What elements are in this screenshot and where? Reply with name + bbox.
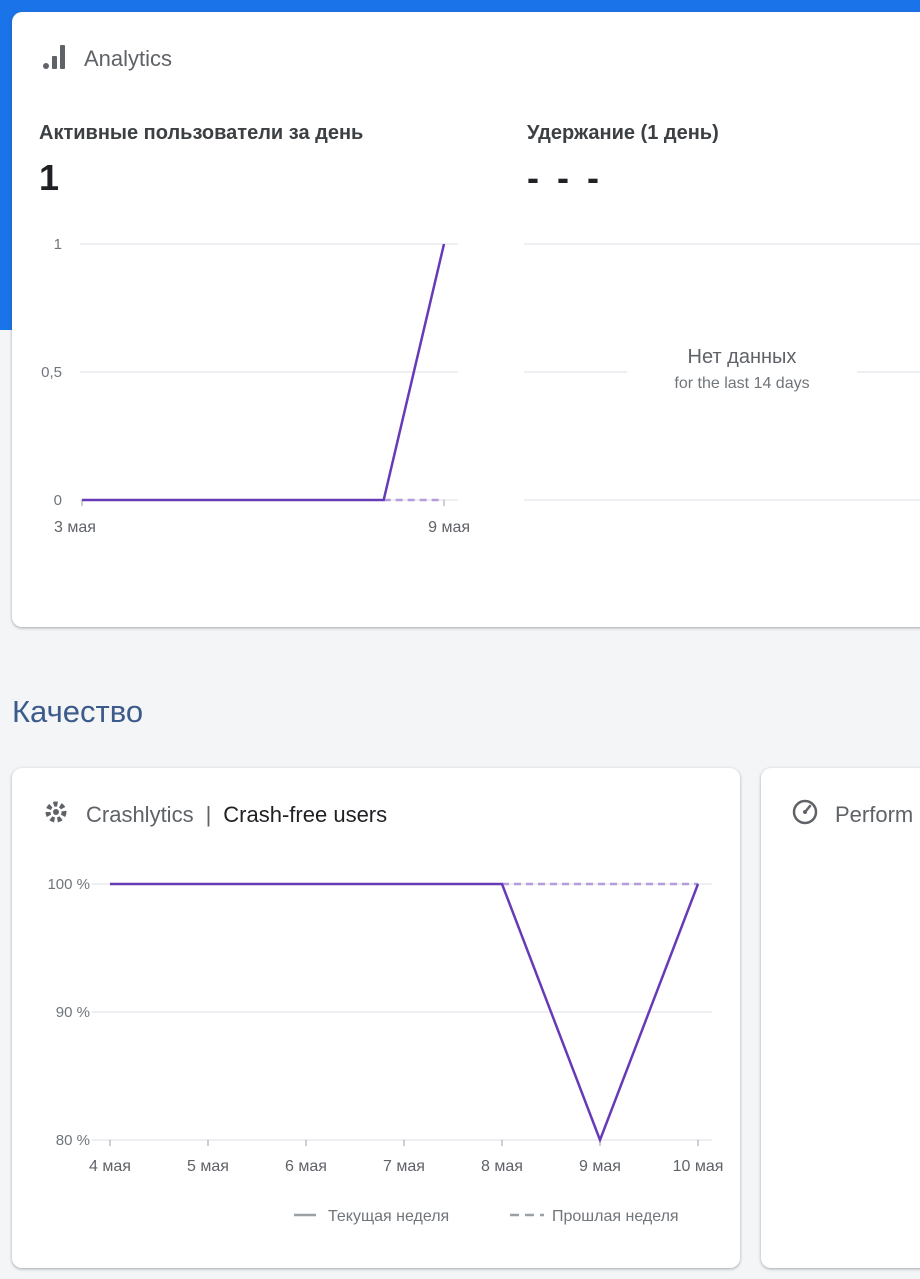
x-tick-label: 5 мая <box>187 1158 229 1175</box>
x-tick-label: 6 мая <box>285 1158 327 1175</box>
performance-card[interactable]: Perform <box>761 768 920 1268</box>
x-tick-label: 10 мая <box>673 1158 724 1175</box>
current-week-line <box>110 882 700 1144</box>
retention-label: Удержание (1 день) <box>527 122 719 144</box>
retention-value: - - - <box>527 157 603 198</box>
performance-title: Perform <box>835 802 914 827</box>
x-tick-label: 3 мая <box>54 519 96 536</box>
header-separator: | <box>205 802 212 827</box>
legend-current-label: Текущая неделя <box>328 1208 449 1225</box>
speedometer-icon <box>791 798 819 832</box>
crashlytics-header: Crashlytics | Crash-free users <box>42 798 387 832</box>
analytics-title: Analytics <box>84 46 173 71</box>
crashlytics-title: Crashlytics <box>86 802 194 827</box>
crash-free-users-metric: Crash-free users <box>223 802 388 827</box>
x-tick-label: 7 мая <box>383 1158 425 1175</box>
x-tick-label: 9 мая <box>428 519 470 536</box>
y-tick-label: 90 % <box>56 1004 90 1021</box>
performance-header: Perform <box>791 798 913 832</box>
legend-previous-label: Прошлая неделя <box>552 1208 679 1225</box>
bar-chart-icon <box>42 42 68 76</box>
y-tick-label: 0,5 <box>41 364 62 381</box>
y-tick-label: 0 <box>54 492 62 509</box>
analytics-card: Analytics Активные пользователи за день … <box>12 12 920 627</box>
x-tick-label: 4 мая <box>89 1158 131 1175</box>
crashlytics-gear-icon <box>42 798 70 832</box>
y-tick-label: 80 % <box>56 1132 90 1149</box>
quality-section-title: Качество <box>12 694 144 729</box>
active-users-label: Активные пользователи за день <box>39 122 364 144</box>
no-data-sublabel: for the last 14 days <box>674 375 810 392</box>
analytics-header: Analytics <box>42 42 172 76</box>
no-data-label: Нет данных <box>687 346 797 368</box>
y-tick-label: 1 <box>54 236 62 253</box>
x-tick-label: 9 мая <box>579 1158 621 1175</box>
retention-no-data: Нет данных for the last 14 days <box>622 346 862 393</box>
crash-free-chart: 100 % 90 % 80 % 4 мая 5 мая 6 мая 7 мая 8 мая 9 … <box>47 876 724 1225</box>
crashlytics-card[interactable]: Crashlytics | Crash-free users 100 % 90 %… <box>12 768 740 1268</box>
y-tick-label: 100 % <box>47 876 90 893</box>
x-tick-label: 8 мая <box>481 1158 523 1175</box>
current-week-line <box>82 243 446 502</box>
active-users-value: 1 <box>39 157 60 198</box>
active-users-chart: 1 0,5 0 3 мая 9 мая <box>41 236 920 536</box>
